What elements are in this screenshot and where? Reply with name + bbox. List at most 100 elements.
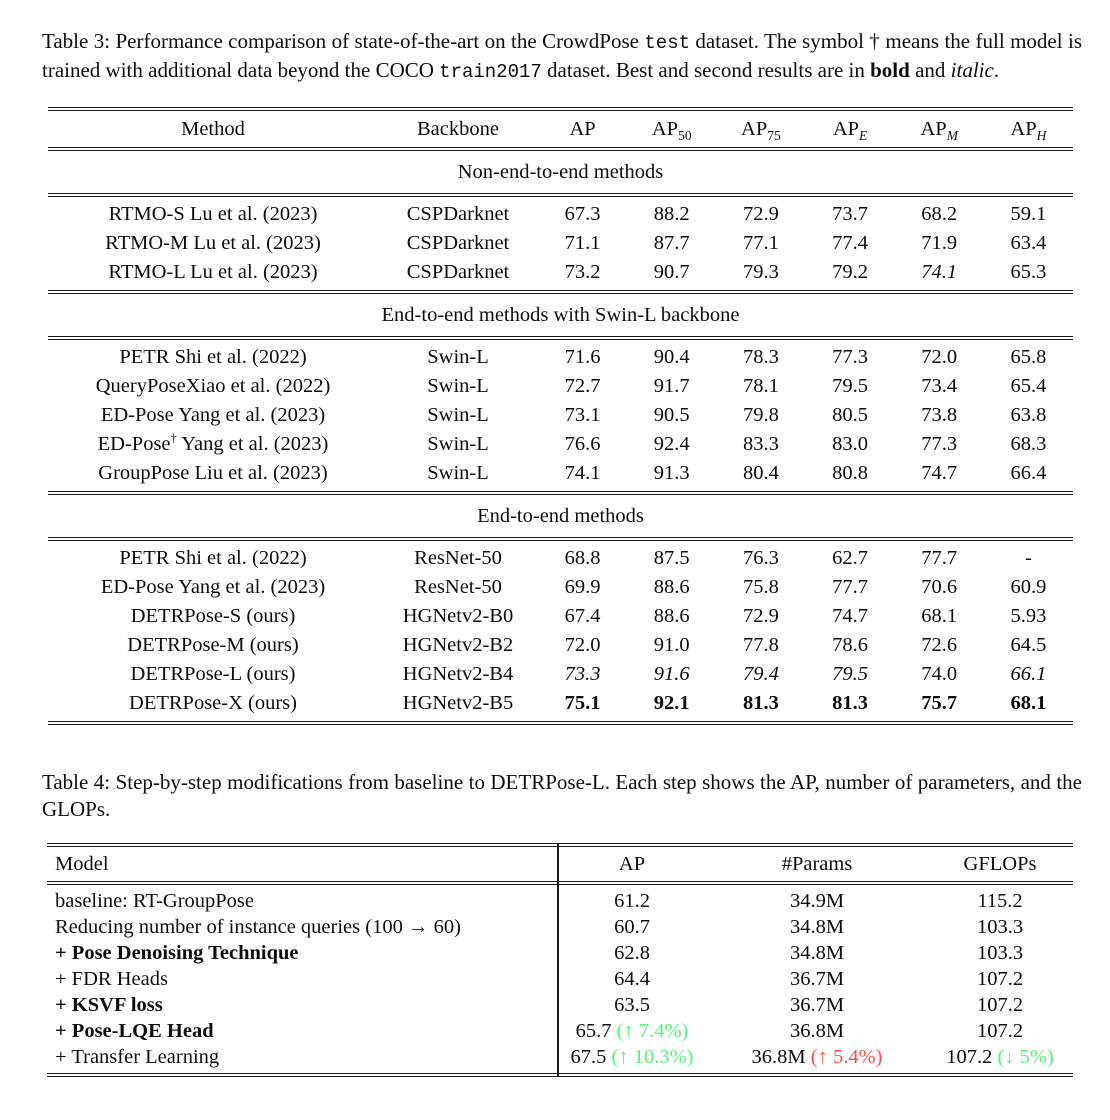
table-row: + KSVF loss 63.5 36.7M 107.2 [47,992,1073,1018]
gflops-cell: 103.3 [927,942,1073,965]
metric-cell: 83.3 [742,433,779,455]
metric-cell: 73.7 [832,203,868,225]
column-header: APM [895,118,984,142]
metric-cell: 77.1 [742,232,779,254]
value-run: 63.5 [614,993,650,1016]
metric-cell: 80.5 [832,404,868,426]
ap-cell: 61.2 [557,890,707,913]
value-run: 67.5 [570,1045,612,1068]
table-rule [47,1073,1073,1077]
caption-text: dataset. Best and second results are in [541,58,871,82]
metric-cell: 65.8 [1010,346,1047,368]
ap-cell: 64.4 [557,968,707,991]
table3-container: Method Backbone AP AP50 AP75 APE APM APH Non-end… [48,107,1073,725]
header-subscript: H [1036,127,1047,143]
table-rule [47,843,1073,847]
params-cell: 34.8M [707,916,927,939]
metric-cell: 74.7 [921,462,958,484]
caption-bold-word: bold [870,58,910,82]
metric-cell: 67.4 [564,605,601,627]
metric-cell: 68.8 [564,547,601,569]
metric-cell: 90.4 [653,346,690,368]
metric-cell: 79.2 [832,261,868,283]
method-name: RTMO-S Lu et al. (2023) [108,203,318,225]
gflops-cell: 107.2 [927,968,1073,991]
metric-cell: 75.7 [921,692,958,714]
column-header: Backbone [378,118,538,141]
method-cell: DETRPose-X (ours) [48,692,378,715]
metric-cell: 72.7 [564,375,601,397]
header-subscript: E [859,127,868,143]
metric-cell: 68.1 [921,605,958,627]
metric-cell: 91.7 [653,375,690,397]
method-name: QueryPoseXiao et al. (2022) [95,375,331,397]
metric-cell: 68.1 [1010,692,1047,714]
table-rule [48,290,1073,294]
metric-cell: 71.9 [921,232,958,254]
metric-cell: 78.1 [742,375,779,397]
value-run: 36.7M [789,967,845,990]
gflops-cell: 107.2 [927,994,1073,1017]
ap-cell: 63.5 [557,994,707,1017]
value-run: 107.2 [976,967,1024,990]
method-name: PETR Shi et al. (2022) [119,346,307,368]
table-row: PETR Shi et al. (2022) Swin-L 71.6 90.4 78.3… [48,343,1073,372]
metric-cell: 77.8 [742,634,779,656]
table4-container: Model AP #Params GFLOPs baseline: RT-GroupPo… [47,843,1073,1077]
value-run: 36.8M [751,1045,811,1068]
column-header: AP75 [716,118,805,142]
value-run: 115.2 [977,889,1023,912]
table-rule [48,193,1073,197]
table-rule [48,336,1073,340]
backbone-cell: HGNetv2-B2 [402,634,514,656]
params-cell: 36.8M [707,1020,927,1043]
dagger-mark: † [170,431,177,446]
gflops-cell: 103.3 [927,916,1073,939]
metric-cell: 71.6 [564,346,601,368]
method-citation: Yang et al. (2023) [176,433,329,455]
params-cell: 34.9M [707,890,927,913]
delta-annotation: (↑ 5.4%) [810,1045,883,1068]
table-row: DETRPose-S (ours) HGNetv2-B0 67.4 88.6 72.9 7… [48,602,1073,631]
table-row: DETRPose-X (ours) HGNetv2-B5 75.1 92.1 81.3 8… [48,689,1073,718]
metric-cell: 74.1 [921,261,958,283]
model-cell: + Transfer Learning [55,1045,220,1068]
method-cell: RTMO-M Lu et al. (2023) [48,232,378,255]
metric-cell: 73.2 [564,261,601,283]
backbone-cell: CSPDarknet [406,232,510,254]
metric-cell: 72.6 [921,634,958,656]
params-cell: 36.8M (↑ 5.4%) [707,1046,927,1069]
method-name: ED-Pose [97,433,171,455]
method-cell: GroupPose Liu et al. (2023) [48,462,378,485]
column-header: Method [48,118,378,141]
header-subscript: 50 [678,127,692,143]
metric-cell: 63.8 [1010,404,1047,426]
gflops-cell: 107.2 [927,1020,1073,1043]
metric-cell: 90.7 [653,261,690,283]
method-name: DETRPose-L (ours) [130,663,296,685]
metric-cell: 88.2 [653,203,690,225]
value-run: 61.2 [614,889,650,912]
delta-annotation: (↑ 7.4%) [616,1019,689,1042]
header-label: AP [651,117,679,140]
column-header: AP50 [627,117,716,143]
backbone-cell: Swin-L [427,433,489,455]
ap-cell: 67.5 (↑ 10.3%) [557,1046,707,1069]
model-cell: baseline: RT-GroupPose [55,889,255,912]
metric-cell: 73.1 [564,404,601,426]
section-title: End-to-end methods [477,504,644,527]
metric-cell: 59.1 [1010,203,1047,225]
section-rows: PETR Shi et al. (2022) ResNet-50 68.8 87.5 7… [48,541,1073,721]
header-label: AP [832,117,860,140]
header-label: AP [1010,117,1037,140]
caption-text: . [993,58,1000,82]
metric-cell: 91.6 [653,663,690,685]
backbone-cell: ResNet-50 [414,547,502,569]
header-label: Backbone [417,117,499,140]
backbone-cell: HGNetv2-B0 [402,605,514,627]
metric-cell: 66.4 [1010,462,1047,484]
method-name: ED-Pose Yang et al. (2023) [100,576,326,598]
metric-cell: 80.4 [742,462,779,484]
caption-mono-train2017: train2017 [439,61,542,83]
metric-cell: 88.6 [653,576,690,598]
